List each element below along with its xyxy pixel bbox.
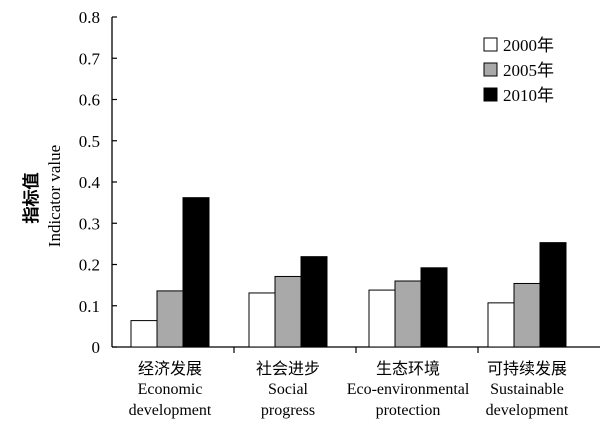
- legend-swatch: [483, 62, 498, 77]
- bar: [156, 290, 184, 348]
- legend-label: 2005年: [503, 61, 554, 80]
- y-tick-label: 0.4: [79, 173, 101, 192]
- y-tick-label: 0.3: [79, 214, 100, 233]
- legend-label: 2000年: [503, 36, 554, 55]
- bar: [274, 275, 302, 348]
- y-axis-title-cn: 指标值: [21, 173, 42, 224]
- bar: [513, 282, 541, 348]
- y-tick-label: 0.5: [79, 132, 100, 151]
- category-label-cn: 可持续发展: [487, 359, 567, 378]
- category-label-en: progress: [261, 402, 315, 419]
- y-tick-label: 0.6: [79, 91, 100, 110]
- bar: [420, 267, 448, 348]
- y-axis-tick-labels: 0 0.1 0.2 0.3 0.4 0.5 0.6 0.7 0.8: [79, 8, 101, 357]
- y-tick-label: 0.7: [79, 49, 101, 68]
- y-tick-label: 0.1: [79, 297, 100, 316]
- bar: [248, 292, 276, 348]
- category-label-cn: 经济发展: [138, 359, 202, 378]
- y-tick-label: 0.2: [79, 256, 100, 275]
- legend: 2000年 2005年 2010年: [483, 36, 554, 105]
- category-label-cn: 社会进步: [256, 359, 320, 378]
- y-axis-title-en: Indicator value: [45, 145, 64, 247]
- bar: [487, 302, 515, 348]
- category-label-en: development: [129, 402, 212, 419]
- category-label-en: Sustainable: [490, 381, 564, 398]
- bar: [394, 280, 422, 348]
- category-label-en: development: [486, 402, 569, 419]
- bar: [300, 256, 328, 348]
- bar: [368, 289, 396, 348]
- y-tick-label: 0: [92, 338, 101, 357]
- x-axis-labels: 经济发展 Economic development 社会进步 Social progres…: [129, 359, 569, 419]
- category-label-en: protection: [376, 402, 441, 419]
- legend-swatch: [483, 37, 498, 52]
- bars: [130, 197, 567, 348]
- category-label-en: Social: [268, 381, 309, 398]
- legend-label: 2010年: [503, 86, 554, 105]
- category-label-cn: 生态环境: [376, 359, 440, 378]
- bar: [539, 242, 567, 348]
- legend-swatch: [483, 87, 498, 102]
- bar: [182, 197, 210, 348]
- category-label-en: Economic: [138, 381, 203, 398]
- bar: [130, 320, 158, 348]
- y-tick-label: 0.8: [79, 8, 100, 27]
- category-label-en: Eco-environmental: [347, 381, 470, 398]
